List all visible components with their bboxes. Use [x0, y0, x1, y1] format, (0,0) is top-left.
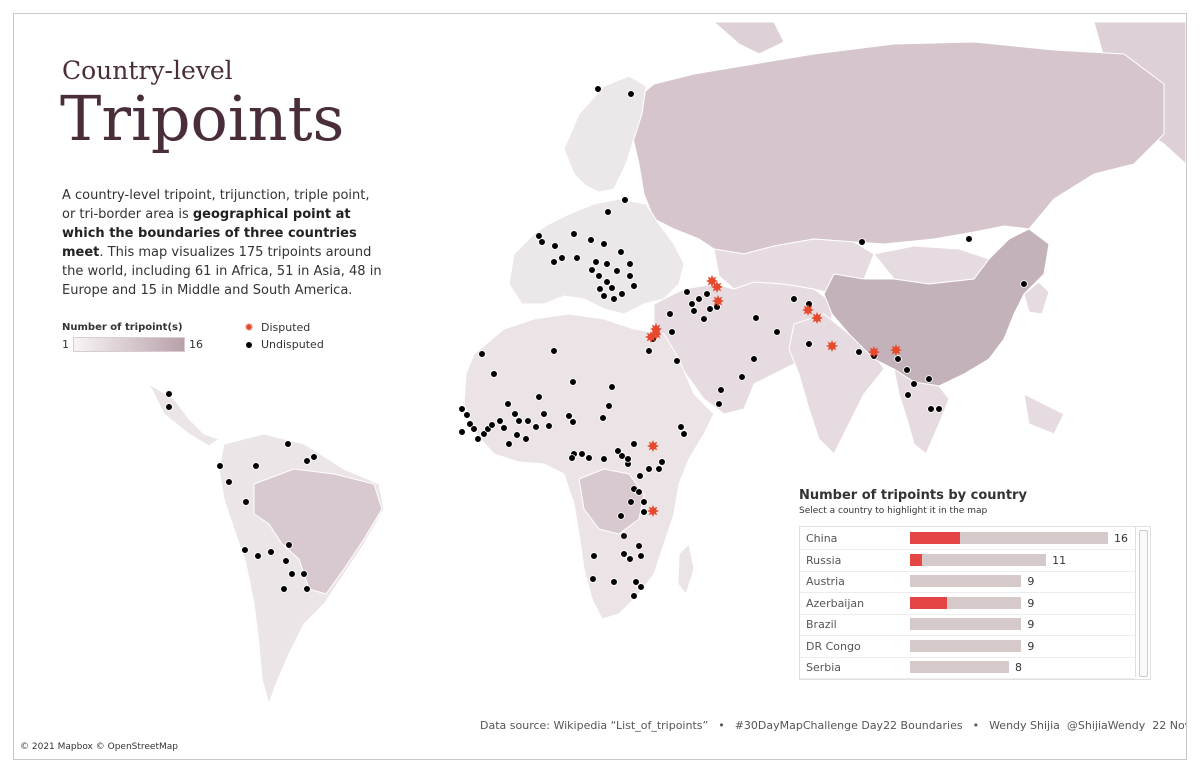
bar-value-label: 16: [1114, 532, 1128, 545]
scale-max: 16: [189, 338, 203, 351]
central-america: [147, 382, 221, 447]
bar-value-label: 8: [1015, 661, 1022, 674]
undisputed-label: Undisputed: [261, 338, 324, 351]
bar-disputed: [910, 532, 960, 544]
footer-separator: •: [718, 719, 725, 732]
bar-country-label: Austria: [806, 575, 845, 588]
panel-subtitle: Select a country to highlight it in the …: [799, 506, 988, 516]
footer: Data source: Wikipedia “List_of_tripoint…: [480, 719, 1186, 732]
scale-title: Number of tripoint(s): [62, 322, 183, 333]
country-bar-list[interactable]: China 16 Russia 11 Austria 9 Azerbaijan 9 Brazil…: [799, 526, 1151, 680]
page-subtitle: Country-level: [62, 56, 233, 85]
scandinavia: [563, 75, 647, 193]
bar-value-label: 9: [1027, 596, 1035, 610]
mongolia: [873, 245, 990, 285]
bar-total: [910, 596, 1022, 609]
map-attribution[interactable]: © 2021 Mapbox © OpenStreetMap: [20, 742, 178, 752]
bar-country-label: Azerbaijan: [806, 596, 865, 610]
color-scale-legend: Number of tripoint(s) 1 16: [62, 322, 203, 352]
bar-total: [910, 661, 1009, 673]
bar-country-label: Brazil: [806, 618, 837, 631]
description-part2: . This map visualizes 175 tripoints arou…: [62, 245, 382, 298]
europe: [508, 198, 685, 315]
bar-row[interactable]: Austria 9: [800, 571, 1135, 593]
publish-date: 22 Nov 2021: [1152, 719, 1186, 732]
scrollbar[interactable]: [1135, 527, 1149, 677]
bar-row[interactable]: China 16: [800, 528, 1135, 550]
bar-country-label: DR Congo: [806, 639, 861, 653]
bar-value-label: 9: [1027, 639, 1035, 653]
country-bar-panel: Number of tripoints by country Select a …: [799, 488, 1151, 680]
map-frame: Country-level Tripoints A country-level …: [13, 13, 1187, 760]
oceania-edge: [1023, 393, 1065, 435]
bar-row[interactable]: Serbia 8: [800, 657, 1135, 679]
brazil[interactable]: [253, 468, 383, 595]
scrollbar-thumb[interactable]: [1139, 530, 1148, 677]
bar-disputed: [910, 553, 923, 566]
bar-value-label: 11: [1052, 553, 1067, 567]
china[interactable]: [823, 228, 1050, 387]
description: A country-level tripoint, trijunction, t…: [62, 186, 382, 300]
page-title: Tripoints: [60, 82, 345, 155]
panel-title: Number of tripoints by country: [799, 488, 1027, 503]
challenge-tag: #30DayMapChallenge Day22 Boundaries: [734, 719, 963, 732]
description-bold: geographical point at which the boundari…: [62, 207, 357, 260]
author-name: Wendy Shijia: [989, 719, 1060, 732]
world-map[interactable]: [14, 14, 1186, 759]
author-handle: @ShijiaWendy: [1066, 719, 1146, 732]
bar-disputed: [910, 596, 948, 609]
southeast-asia: [893, 367, 950, 455]
russia[interactable]: [623, 41, 1165, 255]
bar-row[interactable]: Azerbaijan 9: [800, 593, 1135, 615]
bar-country-label: Russia: [806, 553, 842, 567]
dr-congo[interactable]: [578, 468, 645, 535]
bar-country-label: China: [806, 532, 838, 545]
footer-separator: •: [972, 719, 980, 732]
bar-total: [910, 532, 1108, 544]
bar-row[interactable]: Brazil 9: [800, 614, 1135, 636]
bar-value-label: 9: [1027, 618, 1035, 631]
disputed-label: Disputed: [261, 321, 311, 334]
scale-gradient: [73, 337, 185, 352]
data-source: Data source: Wikipedia “List_of_tripoint…: [480, 719, 709, 732]
bar-value-label: 9: [1027, 575, 1035, 588]
bar-total: [910, 639, 1022, 652]
bar-total: [910, 553, 1047, 566]
scale-min: 1: [62, 338, 69, 351]
undisputed-dot-icon: [242, 338, 256, 351]
bar-total: [910, 575, 1022, 587]
africa: [463, 313, 715, 620]
madagascar: [677, 542, 695, 596]
description-part1: A country-level tripoint, trijunction, t…: [62, 188, 370, 222]
bar-row[interactable]: Russia 11: [800, 550, 1135, 572]
marker-legend: ✸ Disputed Undisputed: [242, 319, 324, 353]
greenland: [712, 21, 785, 55]
bar-country-label: Serbia: [806, 661, 842, 674]
japan-korea: [1023, 281, 1050, 315]
bar-total: [910, 618, 1022, 630]
bar-row[interactable]: DR Congo 9: [800, 636, 1135, 658]
disputed-star-icon: ✸: [244, 321, 254, 334]
